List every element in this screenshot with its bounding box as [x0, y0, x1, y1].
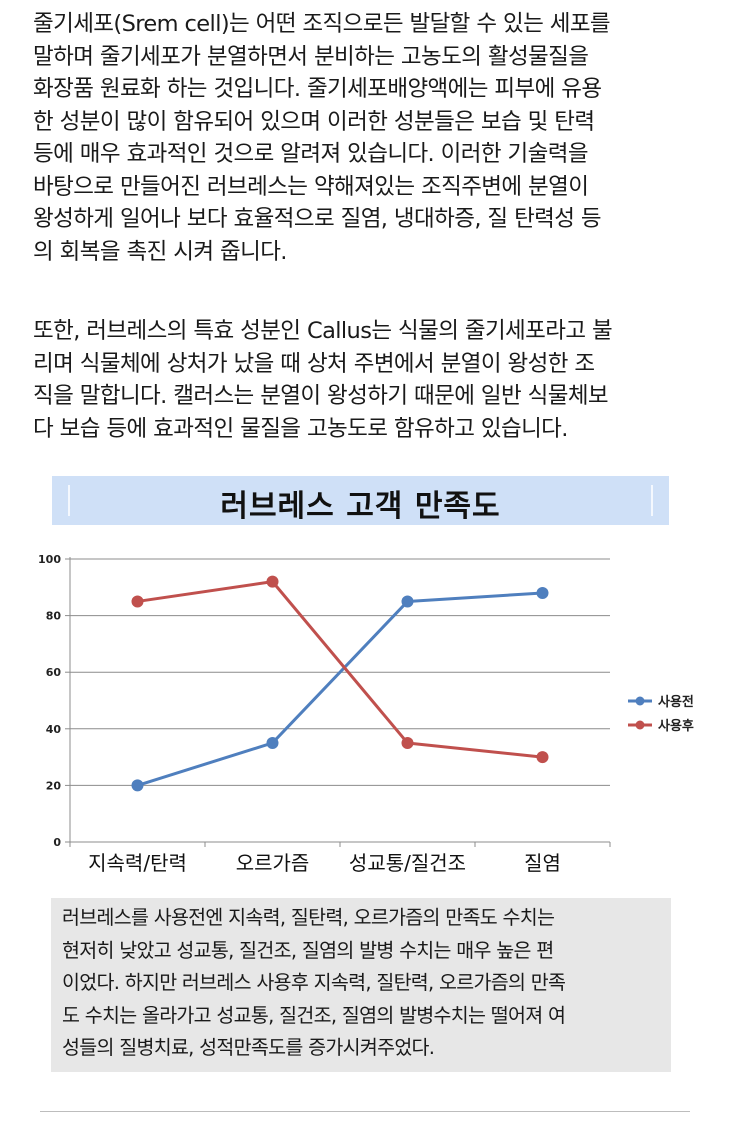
data-point [131, 595, 144, 608]
x-tick-label: 성교통/질건조 [349, 851, 466, 875]
x-tick-label: 질염 [524, 851, 561, 875]
data-point [401, 595, 414, 608]
legend-swatch-marker-0 [635, 696, 645, 706]
chart-title-banner: 러브레스 고객 만족도 [52, 476, 669, 525]
footer-divider [40, 1111, 690, 1112]
data-point [266, 736, 279, 749]
y-tick-label-80: 80 [46, 610, 62, 623]
legend-swatch-marker-1 [635, 720, 645, 730]
y-tick-label-40: 40 [46, 723, 62, 736]
summary-box: 러브레스를 사용전엔 지속력, 질탄력, 오르가즘의 만족도 수치는 현저히 낮… [51, 898, 671, 1072]
data-point [536, 751, 549, 764]
series-line-1 [137, 580, 543, 759]
title-banner-right-bar [651, 485, 653, 516]
chart-title: 러브레스 고객 만족도 [220, 489, 501, 524]
y-tick-label-0: 0 [53, 836, 61, 849]
summary-text: 러브레스를 사용전엔 지속력, 질탄력, 오르가즘의 만족도 수치는 현저히 낮… [62, 906, 566, 1059]
x-tick-label: 오르가즘 [236, 851, 310, 875]
legend-label-0: 사용전 [658, 694, 694, 710]
y-tick-label-20: 20 [46, 779, 62, 792]
data-point [536, 586, 549, 599]
data-point [266, 575, 279, 588]
x-tick-label: 지속력/탄력 [88, 851, 187, 875]
title-banner-left-bar [68, 485, 70, 516]
intro-paragraph-1: 줄기세포(Srem cell)는 어떤 조직으로든 발달할 수 있는 세포를 말… [33, 11, 611, 265]
intro-paragraph-2: 또한, 러브레스의 특효 성분인 Callus는 식물의 줄기세포라고 불 리며… [33, 318, 613, 442]
data-point [131, 779, 144, 792]
data-point [401, 736, 414, 749]
y-tick-label-100: 100 [38, 553, 61, 566]
legend-label-1: 사용후 [658, 718, 694, 734]
y-tick-label-60: 60 [46, 666, 62, 679]
series-line-0 [137, 591, 543, 787]
